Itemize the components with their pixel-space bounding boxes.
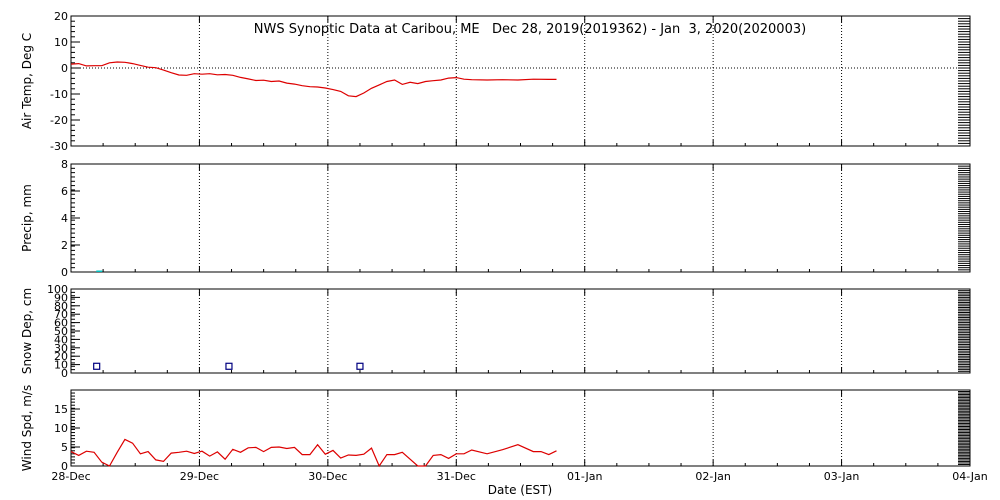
y-axis-label: Air Temp, Deg C xyxy=(20,33,34,129)
snow-depth-marker xyxy=(93,362,101,370)
y-tick-label: 10 xyxy=(54,36,68,49)
x-axis: 28-Dec 29-Dec 30-Dec 31-Dec 01-Jan 02-Jan 03-J… xyxy=(51,470,987,483)
x-tick-label: 29-Dec xyxy=(180,470,219,483)
y-tick-label: 30 xyxy=(54,342,68,355)
y-tick-label: 15 xyxy=(54,403,68,416)
precip-panel: 0 2 4 6 8 Precip, mm xyxy=(20,158,971,279)
panel-frame xyxy=(70,288,971,374)
snow-depth-marker xyxy=(356,362,364,370)
air-temp-panel: -30 -20 -10 0 10 20 Air Temp, Deg C xyxy=(20,10,971,153)
x-tick-label: 28-Dec xyxy=(51,470,90,483)
y-tick-label: 40 xyxy=(54,333,68,346)
x-tick-label: 30-Dec xyxy=(308,470,347,483)
y-axis-label: Precip, mm xyxy=(20,184,34,252)
panel-frame xyxy=(70,163,971,273)
y-tick-label: 20 xyxy=(54,10,68,23)
y-tick-label: 90 xyxy=(54,291,68,304)
y-tick-label: 60 xyxy=(54,317,68,330)
y-tick-label: 2 xyxy=(61,239,68,252)
y-tick-label: -10 xyxy=(50,88,68,101)
wind-speed-series-line xyxy=(70,438,557,468)
y-tick-label: 0 xyxy=(61,367,68,380)
y-tick-label: 10 xyxy=(54,422,68,435)
y-tick-label: 4 xyxy=(61,212,68,225)
x-tick-label: 02-Jan xyxy=(695,470,731,483)
air-temp-series-line xyxy=(70,61,557,98)
y-tick-label: 0 xyxy=(61,460,68,473)
y-tick-label: 0 xyxy=(61,266,68,279)
y-tick-label: 6 xyxy=(61,185,68,198)
snow-depth-marker xyxy=(225,362,233,370)
y-axis-label: Snow Dep, cm xyxy=(20,288,34,374)
y-tick-label: 8 xyxy=(61,158,68,171)
x-tick-label: 01-Jan xyxy=(567,470,603,483)
panel-frame xyxy=(70,15,971,147)
y-tick-label: 50 xyxy=(54,325,68,338)
x-tick-label: 31-Dec xyxy=(437,470,476,483)
x-tick-label: 04-Jan xyxy=(952,470,988,483)
wind-speed-panel: 0 5 10 15 Wind Spd, m/s xyxy=(20,385,971,473)
y-axis-label: Wind Spd, m/s xyxy=(20,385,34,471)
y-tick-label: 100 xyxy=(47,283,68,296)
y-tick-label: 10 xyxy=(54,359,68,372)
y-tick-label: -30 xyxy=(50,140,68,153)
x-axis-label: Date (EST) xyxy=(488,483,552,497)
y-tick-label: -20 xyxy=(50,114,68,127)
y-tick-label: 0 xyxy=(61,62,68,75)
y-tick-label: 70 xyxy=(54,308,68,321)
chart-title: NWS Synoptic Data at Caribou, ME Dec 28,… xyxy=(254,22,806,37)
x-tick-label: 03-Jan xyxy=(824,470,860,483)
y-tick-label: 20 xyxy=(54,350,68,363)
y-tick-label: 80 xyxy=(54,300,68,313)
panel-frame xyxy=(70,389,971,467)
precip-bar xyxy=(96,270,103,272)
y-tick-label: 5 xyxy=(61,441,68,454)
